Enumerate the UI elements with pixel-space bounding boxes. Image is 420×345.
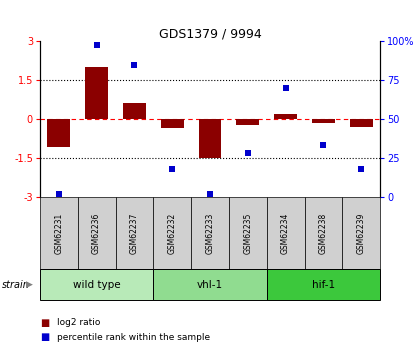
Point [169, 166, 176, 171]
Bar [267, 197, 304, 269]
Bar [161, 119, 184, 128]
Text: ▶: ▶ [26, 280, 33, 289]
Text: percentile rank within the sample: percentile rank within the sample [57, 333, 210, 342]
Bar [153, 269, 267, 300]
Bar [123, 104, 146, 119]
Point [282, 85, 289, 91]
Point [131, 62, 138, 68]
Text: GSM62233: GSM62233 [205, 212, 215, 254]
Text: GSM62236: GSM62236 [92, 212, 101, 254]
Point [93, 42, 100, 47]
Bar [153, 197, 191, 269]
Point [55, 191, 62, 196]
Text: GSM62235: GSM62235 [243, 212, 252, 254]
Bar [267, 269, 380, 300]
Text: vhl-1: vhl-1 [197, 280, 223, 289]
Bar [274, 114, 297, 119]
Bar [85, 67, 108, 119]
Bar [40, 197, 78, 269]
Text: GSM62239: GSM62239 [357, 212, 366, 254]
Bar [312, 119, 335, 123]
Bar [40, 269, 153, 300]
Point [207, 191, 213, 196]
Text: log2 ratio: log2 ratio [57, 318, 100, 327]
Text: strain: strain [2, 280, 30, 289]
Bar [191, 197, 229, 269]
Bar [342, 197, 380, 269]
Bar [350, 119, 373, 127]
Text: wild type: wild type [73, 280, 121, 289]
Bar [78, 197, 116, 269]
Bar [47, 119, 70, 148]
Bar [229, 197, 267, 269]
Point [244, 150, 251, 156]
Bar [199, 119, 221, 158]
Text: GSM62238: GSM62238 [319, 212, 328, 254]
Text: GSM62231: GSM62231 [54, 212, 63, 254]
Point [320, 143, 327, 148]
Text: hif-1: hif-1 [312, 280, 335, 289]
Text: GSM62232: GSM62232 [168, 212, 177, 254]
Text: GSM62234: GSM62234 [281, 212, 290, 254]
Point [358, 166, 365, 171]
Text: ■: ■ [40, 318, 49, 327]
Text: GSM62237: GSM62237 [130, 212, 139, 254]
Bar [304, 197, 342, 269]
Bar [116, 197, 153, 269]
Bar [236, 119, 259, 126]
Text: ■: ■ [40, 333, 49, 342]
Title: GDS1379 / 9994: GDS1379 / 9994 [159, 27, 261, 40]
